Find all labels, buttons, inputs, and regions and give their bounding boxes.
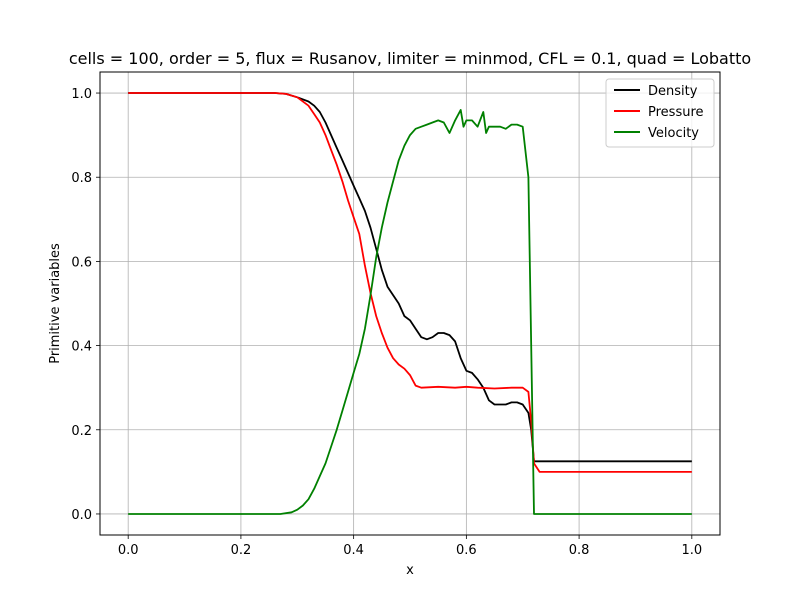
legend-box (605, 78, 715, 148)
chart-title: cells = 100, order = 5, flux = Rusanov, … (69, 49, 751, 68)
x-axis-label: x (406, 563, 414, 578)
x-tick-label: 0.4 (343, 543, 364, 558)
y-tick-label: 0.4 (71, 340, 92, 355)
y-tick-label: 0.2 (71, 424, 92, 439)
series-line-velocity (128, 109, 692, 515)
legend: Density Pressure Velocity (605, 78, 715, 148)
y-tick-label: 0.8 (71, 171, 92, 186)
legend-label-velocity: Velocity (648, 126, 699, 141)
x-tick-label: 0.8 (569, 543, 590, 558)
series-line-density (128, 92, 692, 463)
x-tick-label: 1.0 (681, 543, 702, 558)
axes-frame (99, 71, 721, 536)
y-tick-label: 0.0 (71, 508, 92, 523)
x-tick-label: 0.0 (118, 543, 139, 558)
series-layer (128, 92, 692, 515)
axes-background (100, 72, 720, 535)
legend-label-density: Density (648, 84, 698, 99)
series-line-pressure (128, 92, 692, 473)
y-axis-label: Primitive variables (48, 243, 63, 364)
plot-area: 0.0 0.2 0.4 0.6 0.8 1.0 0.0 0.2 0.4 0.6 0.8 1.0 (71, 71, 721, 558)
y-tick-label: 1.0 (71, 87, 92, 102)
legend-label-pressure: Pressure (648, 105, 704, 120)
y-tick-label: 0.6 (71, 255, 92, 270)
ticks: 0.0 0.2 0.4 0.6 0.8 1.0 0.0 0.2 0.4 0.6 0.8 1.0 (71, 87, 702, 558)
x-tick-label: 0.2 (231, 543, 252, 558)
x-tick-label: 0.6 (456, 543, 477, 558)
